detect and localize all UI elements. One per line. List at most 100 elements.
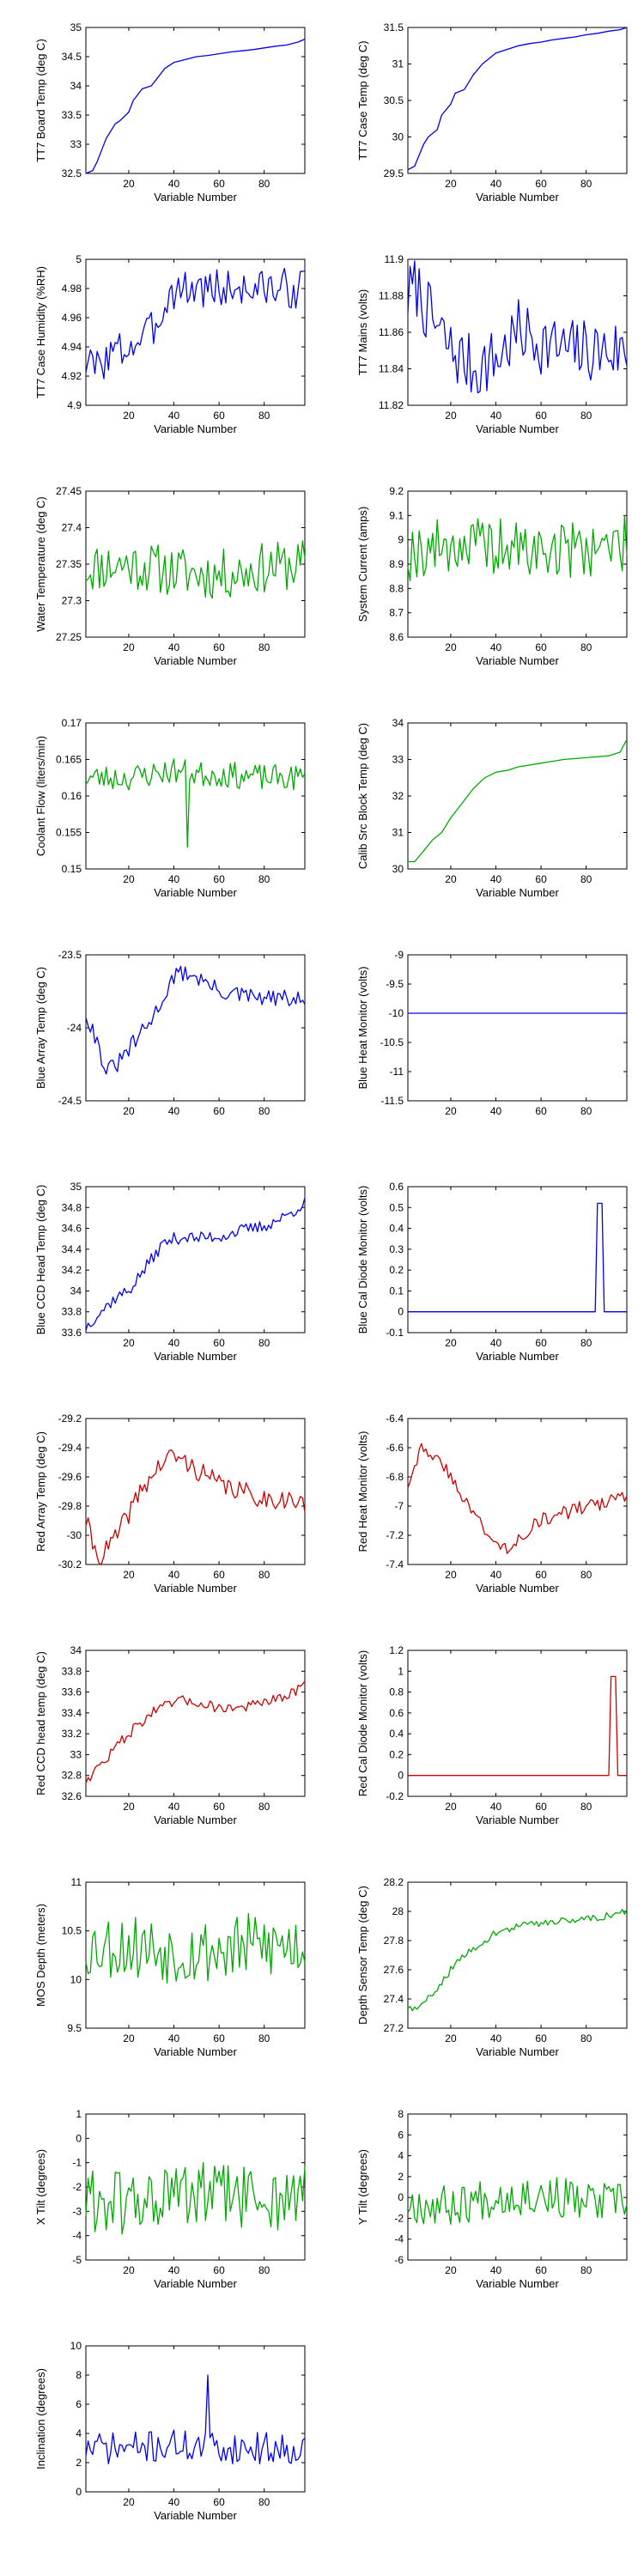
x-tick-label: 20 — [123, 1337, 135, 1349]
x-tick-label: 60 — [535, 178, 547, 190]
y-axis-label: Water Temperature (deg C) — [34, 496, 47, 632]
x-axis-label: Variable Number — [154, 422, 237, 435]
x-axis-label: Variable Number — [476, 2277, 559, 2290]
y-tick-label: 27.45 — [56, 485, 82, 497]
y-tick-label: -9.5 — [386, 978, 404, 990]
chart-panel: -11.5 -11 -10.5 -10 -9.5 -9 20 40 60 80 Blue Heat … — [322, 927, 644, 1159]
y-tick-label: 33.6 — [62, 1686, 82, 1698]
y-tick-label: 33 — [70, 1748, 82, 1760]
series-line — [85, 965, 306, 1075]
series-line — [85, 39, 306, 174]
x-tick-label: 80 — [258, 2264, 270, 2276]
chart-svg: 33.6 33.8 34 34.2 34.4 34.6 34.8 35 20 40 60 80 Vari… — [34, 1181, 306, 1363]
x-tick-label: 20 — [123, 1569, 135, 1581]
y-tick-label: 33.8 — [62, 1665, 82, 1677]
chart-panel: 8.6 8.7 8.8 8.9 9 9.1 9.2 20 40 60 80 Variable Numb… — [322, 464, 644, 696]
plot-frame — [85, 2113, 306, 2261]
y-tick-label: -10 — [389, 1007, 404, 1019]
chart-svg: 0 2 4 6 8 10 20 40 60 80 Variable Number Inclinatio… — [34, 2340, 306, 2522]
y-tick-label: -6.4 — [386, 1413, 404, 1425]
x-tick-label: 20 — [445, 1105, 457, 1117]
series-line — [407, 1909, 628, 2012]
y-tick-label: 9 — [398, 534, 404, 546]
y-tick-label: -24 — [67, 1022, 82, 1034]
y-tick-label: 11.82 — [379, 399, 404, 411]
x-tick-label: 60 — [213, 178, 225, 190]
y-tick-label: 33.8 — [62, 1306, 82, 1318]
y-tick-label: -6 — [394, 2254, 404, 2266]
y-tick-label: 10 — [70, 2340, 82, 2352]
x-tick-label: 80 — [258, 410, 270, 422]
x-tick-label: 80 — [580, 1105, 592, 1117]
x-tick-label: 80 — [580, 178, 592, 190]
y-tick-label: -9 — [394, 949, 404, 961]
y-tick-label: -5 — [72, 2254, 82, 2266]
x-tick-label: 40 — [168, 641, 180, 653]
y-tick-label: 27.8 — [384, 1935, 404, 1947]
x-tick-label: 80 — [580, 1337, 592, 1349]
y-tick-label: -29.2 — [58, 1413, 82, 1425]
y-tick-label: 32.5 — [62, 167, 82, 179]
x-axis-label: Variable Number — [476, 1350, 559, 1363]
x-axis-label: Variable Number — [154, 2045, 237, 2058]
chart-panel: 27.2 27.4 27.6 27.8 28 28.2 20 40 60 80 Variable N… — [322, 1855, 644, 2087]
y-tick-label: 31.5 — [384, 21, 404, 33]
y-tick-label: 33 — [392, 754, 404, 766]
chart-svg: -11.5 -11 -10.5 -10 -9.5 -9 20 40 60 80 Blue Heat … — [356, 949, 628, 1117]
x-tick-label: 40 — [168, 873, 180, 885]
y-axis-label: Y Tilt (degrees) — [356, 2149, 369, 2225]
y-tick-label: 27.4 — [62, 522, 82, 534]
y-tick-label: 0 — [76, 2486, 82, 2498]
x-tick-label: 80 — [580, 2032, 592, 2044]
chart-panel: 4.9 4.92 4.94 4.96 4.98 5 20 40 60 80 Variable Num… — [0, 232, 322, 464]
x-tick-label: 20 — [123, 410, 135, 422]
x-tick-label: 20 — [445, 1337, 457, 1349]
x-tick-label: 80 — [258, 178, 270, 190]
y-tick-label: 0.6 — [389, 1707, 404, 1719]
y-tick-label: 0 — [76, 2132, 82, 2144]
y-tick-label: -0.1 — [386, 1327, 404, 1339]
y-axis-label: Calib Src Block Temp (deg C) — [356, 723, 369, 869]
y-tick-label: 34.2 — [62, 1264, 82, 1276]
y-tick-label: -4 — [72, 2230, 82, 2242]
y-tick-label: 0.2 — [389, 1264, 404, 1276]
series-line — [85, 267, 305, 380]
series-line — [85, 2374, 306, 2464]
y-tick-label: 6 — [76, 2398, 82, 2410]
y-tick-label: 29.5 — [384, 167, 404, 179]
plot-frame — [407, 1881, 628, 2029]
chart-svg: 30 31 32 33 34 20 40 60 80 Variable Number Calib S… — [356, 717, 628, 899]
plot-frame — [407, 954, 628, 1102]
y-tick-label: -29.8 — [58, 1500, 82, 1512]
y-tick-label: 34.6 — [62, 1223, 82, 1235]
y-axis-label: Red Cal Diode Monitor (volts) — [356, 1650, 369, 1797]
x-tick-label: 80 — [258, 1569, 270, 1581]
series-line — [85, 1197, 306, 1331]
series-line — [408, 1675, 627, 1777]
x-tick-label: 80 — [258, 2032, 270, 2044]
x-tick-label: 40 — [168, 410, 180, 422]
y-tick-label: 0.2 — [389, 1748, 404, 1760]
y-tick-label: 0.3 — [389, 1243, 404, 1255]
chart-panel: 30 31 32 33 34 20 40 60 80 Variable Number Calib S… — [322, 696, 644, 927]
y-tick-label: -2 — [394, 2212, 404, 2224]
series-line — [85, 540, 306, 599]
chart-panel: 9.5 10 10.5 11 20 40 60 80 Variable Number MOS De… — [0, 1855, 322, 2087]
y-tick-label: 11.88 — [379, 290, 404, 302]
y-tick-label: 0 — [398, 2191, 404, 2203]
y-tick-label: 9.2 — [389, 485, 404, 497]
y-tick-label: 11 — [71, 1876, 82, 1888]
y-axis-label: Depth Sensor Temp (deg C) — [356, 1886, 369, 2025]
x-tick-label: 40 — [490, 1569, 502, 1581]
chart-panel: 33.6 33.8 34 34.2 34.4 34.6 34.8 35 20 40 60 80 Vari… — [0, 1159, 322, 1391]
y-tick-label: 0 — [398, 1306, 404, 1318]
y-tick-label: 33.5 — [62, 109, 82, 121]
x-tick-label: 40 — [168, 2032, 180, 2044]
y-tick-label: 34.5 — [62, 51, 82, 63]
x-tick-label: 60 — [213, 2032, 225, 2044]
y-tick-label: 30.5 — [384, 94, 404, 106]
y-tick-label: 27.6 — [384, 1964, 404, 1976]
chart-svg: 27.2 27.4 27.6 27.8 28 28.2 20 40 60 80 Variable N… — [356, 1876, 628, 2058]
x-tick-label: 80 — [580, 1569, 592, 1581]
x-tick-label: 80 — [580, 2264, 592, 2276]
